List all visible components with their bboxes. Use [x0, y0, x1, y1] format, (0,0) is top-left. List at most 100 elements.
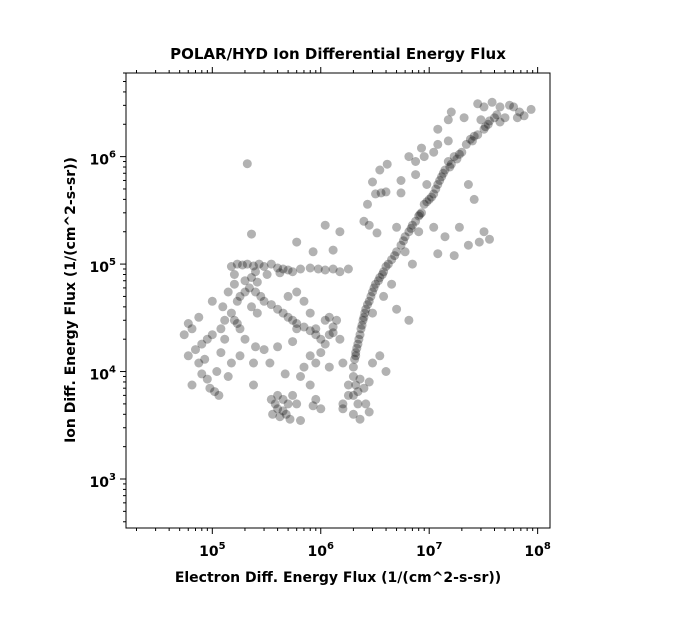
data-point [387, 279, 397, 289]
data-point [179, 330, 189, 340]
data-point [220, 334, 230, 344]
x-tick-label: 107 [416, 541, 442, 560]
data-point [216, 324, 226, 334]
data-point [381, 367, 391, 376]
data-point [292, 287, 302, 297]
data-point [368, 177, 377, 187]
data-point [526, 104, 536, 114]
data-point [191, 345, 200, 355]
data-point [251, 267, 260, 277]
data-point [358, 315, 368, 325]
data-point [354, 334, 364, 344]
data-point [417, 143, 426, 153]
data-point [242, 159, 252, 169]
data-point [273, 342, 283, 352]
data-point [343, 264, 353, 274]
data-points-layer [179, 97, 536, 425]
data-point [392, 304, 402, 314]
data-point [490, 113, 499, 123]
data-point [210, 387, 220, 397]
data-point [288, 267, 298, 277]
data-point [296, 416, 305, 425]
data-point [429, 189, 439, 199]
data-point [404, 152, 414, 162]
data-point [392, 247, 402, 257]
x-tick-label: 105 [199, 541, 225, 560]
data-point [467, 136, 477, 146]
data-point [288, 390, 298, 400]
data-point [483, 119, 493, 129]
data-point [369, 283, 379, 293]
data-point [320, 339, 330, 349]
data-point [368, 287, 377, 297]
data-point [359, 312, 369, 322]
data-point [283, 399, 293, 409]
data-point [278, 406, 288, 416]
data-point [273, 404, 283, 414]
data-point [308, 401, 318, 411]
data-point [265, 358, 275, 368]
data-point [232, 296, 242, 306]
data-point [419, 152, 429, 162]
data-point [214, 390, 224, 400]
plot-frame [125, 72, 551, 529]
data-point [311, 324, 321, 334]
x-axis-label: Electron Diff. Energy Flux (1/(cm^2-s-sr… [175, 570, 501, 586]
data-point [399, 236, 408, 246]
data-point [194, 358, 204, 368]
data-point [256, 291, 266, 301]
data-point [505, 100, 514, 110]
data-point [353, 399, 363, 409]
data-point [283, 312, 293, 322]
data-point [218, 302, 228, 312]
data-point [292, 399, 302, 409]
data-point [454, 149, 464, 159]
data-point [249, 380, 258, 390]
data-point [296, 264, 305, 274]
data-point [299, 322, 309, 332]
data-point [352, 343, 362, 353]
data-point [305, 308, 315, 318]
data-point [368, 358, 377, 368]
data-point [396, 240, 406, 250]
data-point [485, 116, 494, 126]
data-point [305, 263, 315, 273]
data-point [324, 312, 334, 322]
data-point [357, 320, 367, 330]
data-point [459, 113, 469, 123]
data-point [348, 390, 358, 400]
data-point [396, 188, 406, 198]
data-point [435, 176, 445, 185]
data-point [465, 134, 475, 144]
data-point [305, 326, 315, 336]
data-point [424, 194, 434, 204]
data-point [433, 139, 443, 149]
data-point [377, 270, 387, 279]
data-point [350, 354, 360, 364]
data-point [443, 157, 453, 166]
data-point [305, 351, 315, 361]
y-tick-label: 103 [90, 472, 116, 491]
data-point [445, 162, 455, 172]
data-point [335, 334, 345, 344]
data-point [363, 199, 372, 209]
data-point [479, 227, 489, 237]
data-point [247, 273, 256, 282]
data-point [487, 97, 497, 107]
data-point [509, 102, 519, 112]
data-point [446, 107, 456, 117]
data-point [343, 380, 353, 390]
data-point [183, 319, 193, 328]
y-tick-label: 106 [90, 150, 116, 169]
data-point [332, 315, 342, 325]
data-point [288, 315, 298, 325]
data-point [223, 287, 233, 297]
data-point [379, 291, 389, 301]
data-point [392, 222, 402, 232]
data-point [226, 358, 236, 368]
data-point [351, 380, 361, 390]
data-point [249, 261, 258, 271]
data-point [440, 232, 450, 242]
data-point [452, 154, 462, 164]
data-point [396, 176, 406, 185]
